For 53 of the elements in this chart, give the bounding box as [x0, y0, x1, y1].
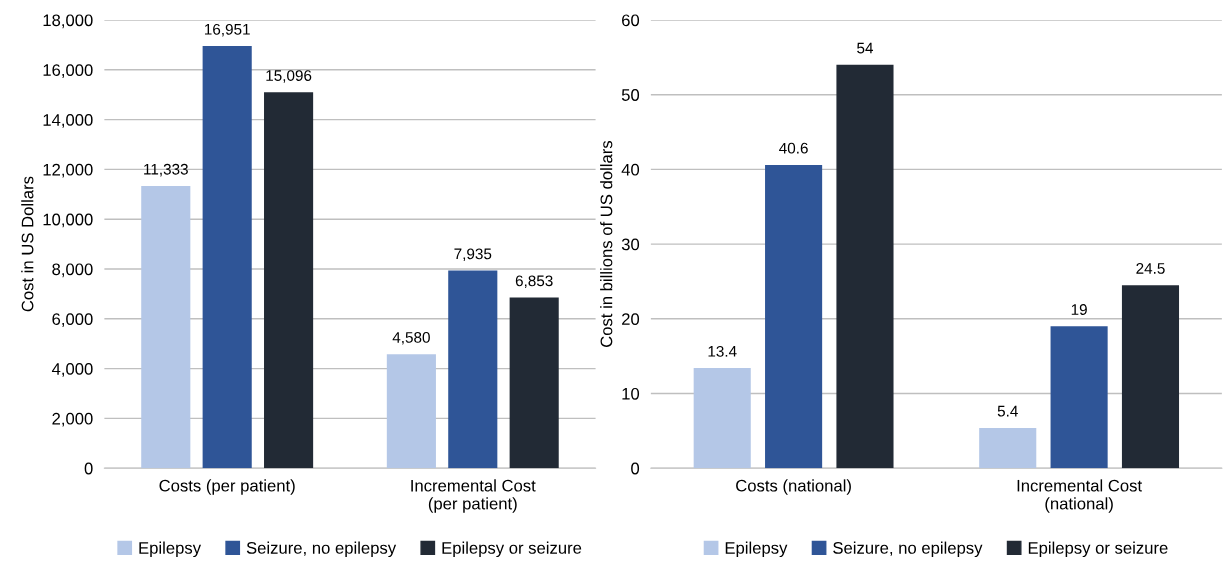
bar: [693, 368, 751, 469]
legend-label: Epilepsy: [725, 541, 788, 558]
data-label: 54: [857, 42, 874, 54]
bar: [1050, 326, 1108, 469]
bar: [448, 270, 498, 469]
bar: [836, 64, 894, 469]
data-label: 11,333: [144, 163, 188, 177]
data-label: 15,096: [266, 70, 312, 83]
data-label: 4,580: [392, 332, 430, 345]
y-tick-label: 50: [621, 89, 640, 101]
y-tick-label: 14,000: [43, 113, 93, 128]
y-tick-label: 0: [84, 462, 93, 475]
bar: [765, 164, 823, 469]
legend-label: Epilepsy: [139, 541, 202, 558]
bar: [202, 46, 252, 469]
x-tick-label: Incremental Cost (per patient): [411, 479, 536, 513]
y-tick-label: 16,000: [43, 64, 93, 78]
data-label: 19: [1071, 304, 1087, 315]
y-tick-label: 18,000: [43, 14, 93, 29]
data-label: 24.5: [1136, 263, 1165, 274]
legend-label: Epilepsy or seizure: [1028, 541, 1168, 558]
x-tick-label: Incremental Cost (national): [1017, 479, 1142, 513]
y-tick-label: 40: [621, 163, 640, 176]
bar: [979, 427, 1037, 469]
y-tick-label: 8,000: [52, 263, 93, 278]
legend-label: Seizure, no epilepsy: [833, 541, 983, 558]
bar: [264, 92, 314, 469]
x-tick-label: Costs (per patient): [159, 479, 295, 495]
bar: [509, 297, 559, 469]
y-tick-label: 6,000: [52, 313, 93, 327]
y-tick-label: 2,000: [52, 412, 93, 427]
data-label: 5.4: [997, 405, 1018, 417]
data-label: 40.6: [779, 142, 808, 154]
y-axis-title: Cost in billions of US dollars: [600, 140, 613, 347]
data-label: 13.4: [708, 345, 737, 357]
y-tick-label: 20: [622, 313, 640, 326]
legend-label: Seizure, no epilepsy: [246, 541, 397, 558]
data-label: 6,853: [515, 275, 553, 289]
y-tick-label: 10: [622, 387, 640, 400]
y-tick-label: 10,000: [43, 213, 93, 228]
data-label: 7,935: [454, 248, 492, 262]
bar: [386, 354, 436, 469]
bar: [141, 186, 191, 469]
y-tick-label: 12,000: [43, 163, 93, 178]
x-tick-label: Costs (national): [736, 479, 851, 495]
y-tick-label: 60: [622, 14, 640, 27]
legend-label: Epilepsy or seizure: [442, 541, 582, 558]
bar: [1121, 285, 1180, 469]
y-tick-label: 30: [621, 238, 640, 251]
y-tick-label: 4,000: [51, 363, 93, 377]
data-label: 16,951: [204, 23, 250, 37]
y-tick-label: 0: [631, 462, 640, 475]
y-axis-title: Cost in US Dollars: [21, 176, 34, 312]
